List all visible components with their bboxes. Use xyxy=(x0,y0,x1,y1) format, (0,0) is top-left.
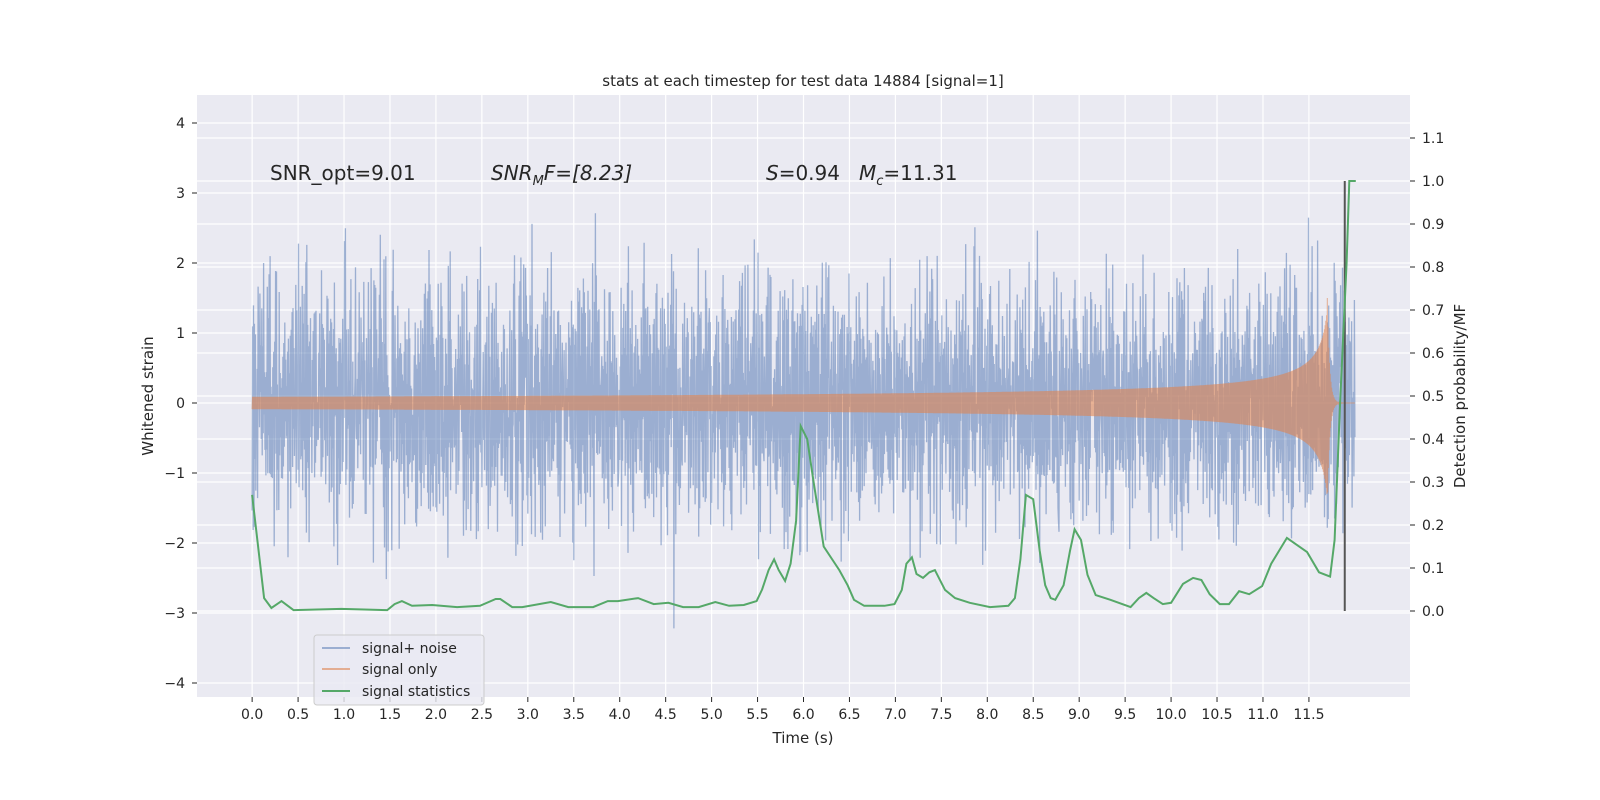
x-axis-label: Time (s) xyxy=(772,729,834,747)
signal-series-group xyxy=(251,297,1355,494)
x-tick-label: 3.5 xyxy=(563,707,585,723)
legend: signal+ noise signal only signal statist… xyxy=(313,634,485,706)
annotation-mc: Mc=11.31 xyxy=(859,161,957,189)
y2-tick-label: 0.7 xyxy=(1422,303,1444,319)
x-tick-label: 9.0 xyxy=(1068,707,1090,723)
x-tick-label: 4.5 xyxy=(655,707,677,723)
x-tick-label: 6.5 xyxy=(838,707,860,723)
y2-tick-label: 0.4 xyxy=(1422,432,1444,448)
snr-mf-rest: F=[8.23] xyxy=(544,161,632,185)
x-tick-label: 5.0 xyxy=(700,707,722,723)
s-val: =0.94 xyxy=(779,161,840,185)
x-ticks: 0.0 0.5 1.0 1.5 2.0 2.5 3.0 3.5 4.0 4.5 5.0 5.5 6.0 6… xyxy=(241,697,1325,723)
stats-series-group xyxy=(251,180,1356,612)
y-ticks: 4 3 2 1 0 −1 −2 −3 −4 xyxy=(164,116,197,692)
x-tick-label: 7.0 xyxy=(884,707,906,723)
x-tick-label: 3.0 xyxy=(517,707,539,723)
x-tick-label: 6.0 xyxy=(792,707,814,723)
mc-val: =11.31 xyxy=(883,161,957,185)
y-tick-label: 0 xyxy=(176,396,185,412)
y2-tick-label: 1.0 xyxy=(1422,174,1444,190)
y2-tick-label: 0.2 xyxy=(1422,518,1444,534)
x-tick-label: 0.5 xyxy=(287,707,309,723)
legend-label-stats: signal statistics xyxy=(362,684,470,700)
noise-series-group xyxy=(251,213,1356,629)
x-tick-label: 1.0 xyxy=(333,707,355,723)
y-tick-label: 4 xyxy=(176,116,185,132)
y2-tick-label: 0.9 xyxy=(1422,217,1444,233)
y2-axis-label: Detection probability/MF xyxy=(1451,304,1469,488)
y-tick-label: 1 xyxy=(176,326,185,342)
y-tick-label: −3 xyxy=(164,606,185,622)
signal-line xyxy=(251,297,1355,494)
y2-ticks: 1.1 1.0 0.9 0.8 0.7 0.6 0.5 0.4 0.3 0.2 0.1 0.0 xyxy=(1410,131,1444,620)
y2-tick-label: 0.5 xyxy=(1422,389,1444,405)
x-tick-label: 10.5 xyxy=(1201,707,1232,723)
noise-line xyxy=(251,213,1356,629)
y-tick-label: 3 xyxy=(176,186,185,202)
y-tick-label: −1 xyxy=(164,466,185,482)
y2-tick-label: 0.3 xyxy=(1422,475,1444,491)
mc-var: M xyxy=(859,161,876,185)
y2-tick-label: 0.1 xyxy=(1422,561,1444,577)
y-tick-label: −4 xyxy=(164,676,185,692)
x-tick-label: 10.0 xyxy=(1155,707,1186,723)
y2-tick-label: 0.0 xyxy=(1422,604,1444,620)
stats-line xyxy=(251,180,1356,612)
x-tick-label: 2.5 xyxy=(471,707,493,723)
y-tick-label: −2 xyxy=(164,536,185,552)
x-tick-label: 0.0 xyxy=(241,707,263,723)
s-var: S xyxy=(766,161,779,185)
legend-label-noise: signal+ noise xyxy=(362,641,457,657)
annotation-s: S=0.94 xyxy=(766,161,840,185)
annotation-snr-mf: SNRMF=[8.23] xyxy=(491,161,632,189)
y2-tick-label: 0.8 xyxy=(1422,260,1444,276)
y2-tick-label: 0.6 xyxy=(1422,346,1444,362)
snr-mf-base: SNR xyxy=(491,161,533,185)
x-tick-label: 7.5 xyxy=(930,707,952,723)
annotation-snr-opt: SNR_opt=9.01 xyxy=(270,161,416,185)
snr-mf-sub: M xyxy=(533,174,544,189)
y-axis-label: Whitened strain xyxy=(139,336,157,455)
x-tick-label: 11.0 xyxy=(1247,707,1278,723)
chart-title: stats at each timestep for test data 148… xyxy=(602,72,1003,90)
x-tick-label: 11.5 xyxy=(1293,707,1324,723)
mc-sub: c xyxy=(876,174,883,189)
x-tick-label: 9.5 xyxy=(1114,707,1136,723)
y2-tick-label: 1.1 xyxy=(1422,131,1444,147)
legend-box xyxy=(313,634,485,706)
x-tick-label: 8.0 xyxy=(976,707,998,723)
x-tick-label: 4.0 xyxy=(609,707,631,723)
legend-label-signal: signal only xyxy=(362,662,437,678)
x-tick-label: 8.5 xyxy=(1022,707,1044,723)
x-tick-label: 2.0 xyxy=(425,707,447,723)
x-tick-label: 5.5 xyxy=(746,707,768,723)
y-tick-label: 2 xyxy=(176,256,185,272)
x-tick-label: 1.5 xyxy=(379,707,401,723)
